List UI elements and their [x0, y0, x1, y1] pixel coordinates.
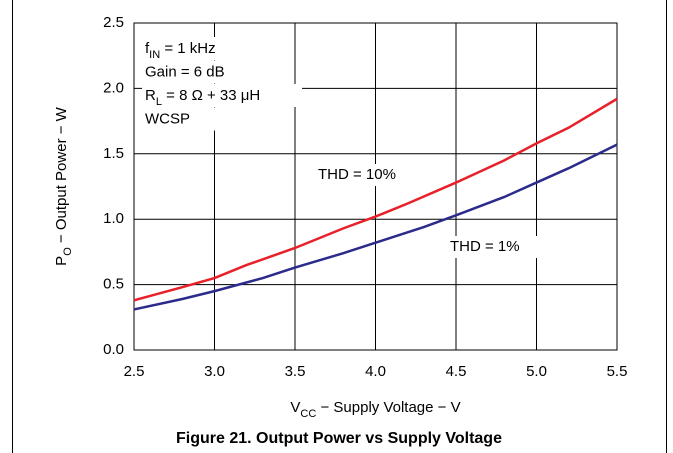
series-line [133, 143, 618, 311]
series-label: THD = 10% [318, 166, 396, 183]
y-tick-label: 1.5 [103, 145, 124, 162]
annotation: Gain = 6 dB [145, 63, 225, 80]
annotation-bg [142, 84, 302, 107]
annotation-rest: = 8 Ω + 33 μH [162, 87, 260, 104]
series-label-bg [315, 164, 419, 186]
series-label: THD = 1% [450, 238, 520, 255]
x-axis-label-rest: − Supply Voltage − V [316, 399, 460, 416]
x-tick-label: 3.5 [285, 363, 306, 380]
x-tick-label: 4.0 [365, 363, 386, 380]
y-axis-label-main: P [53, 256, 70, 266]
y-tick-label: 0.5 [103, 276, 124, 293]
annotation: RL = 8 Ω + 33 μH [145, 87, 260, 108]
y-tick-label: 1.0 [103, 210, 124, 227]
x-tick-label: 5.5 [607, 363, 628, 380]
x-tick-label: 5.0 [526, 363, 547, 380]
x-axis-label: VCC − Supply Voltage − V [290, 399, 460, 420]
annotation: fIN = 1 kHz [145, 40, 216, 61]
x-tick-label: 2.5 [124, 363, 145, 380]
x-axis-label-sub: CC [300, 408, 316, 420]
y-axis-label-rest: − Output Power − W [53, 106, 70, 247]
y-axis-label: PO − Output Power − W [53, 106, 74, 265]
y-axis-label-sub: O [62, 247, 74, 256]
y-tick-label: 2.5 [103, 14, 124, 31]
annotation-main: WCSP [145, 110, 190, 127]
series-line [133, 97, 618, 302]
annotation: WCSP [145, 110, 190, 127]
x-tick-label: 3.0 [204, 363, 225, 380]
chart-title: Figure 21. Output Power vs Supply Voltag… [176, 430, 502, 447]
annotation-sub: IN [149, 49, 160, 61]
annotation-main: Gain = 6 dB [145, 63, 225, 80]
annotation-main: R [145, 87, 156, 104]
annotation-bg [142, 107, 252, 131]
annotation-sub: L [156, 96, 162, 108]
series-label-bg [447, 236, 539, 258]
annotation-bg [142, 37, 252, 60]
annotation-rest: = 1 kHz [160, 40, 215, 57]
x-axis-label-main: V [290, 399, 300, 416]
y-tick-label: 2.0 [103, 79, 124, 96]
annotation-main: f [145, 40, 150, 57]
annotation-bg [142, 60, 252, 84]
x-tick-label: 4.5 [446, 363, 467, 380]
y-tick-label: 0.0 [103, 341, 124, 358]
